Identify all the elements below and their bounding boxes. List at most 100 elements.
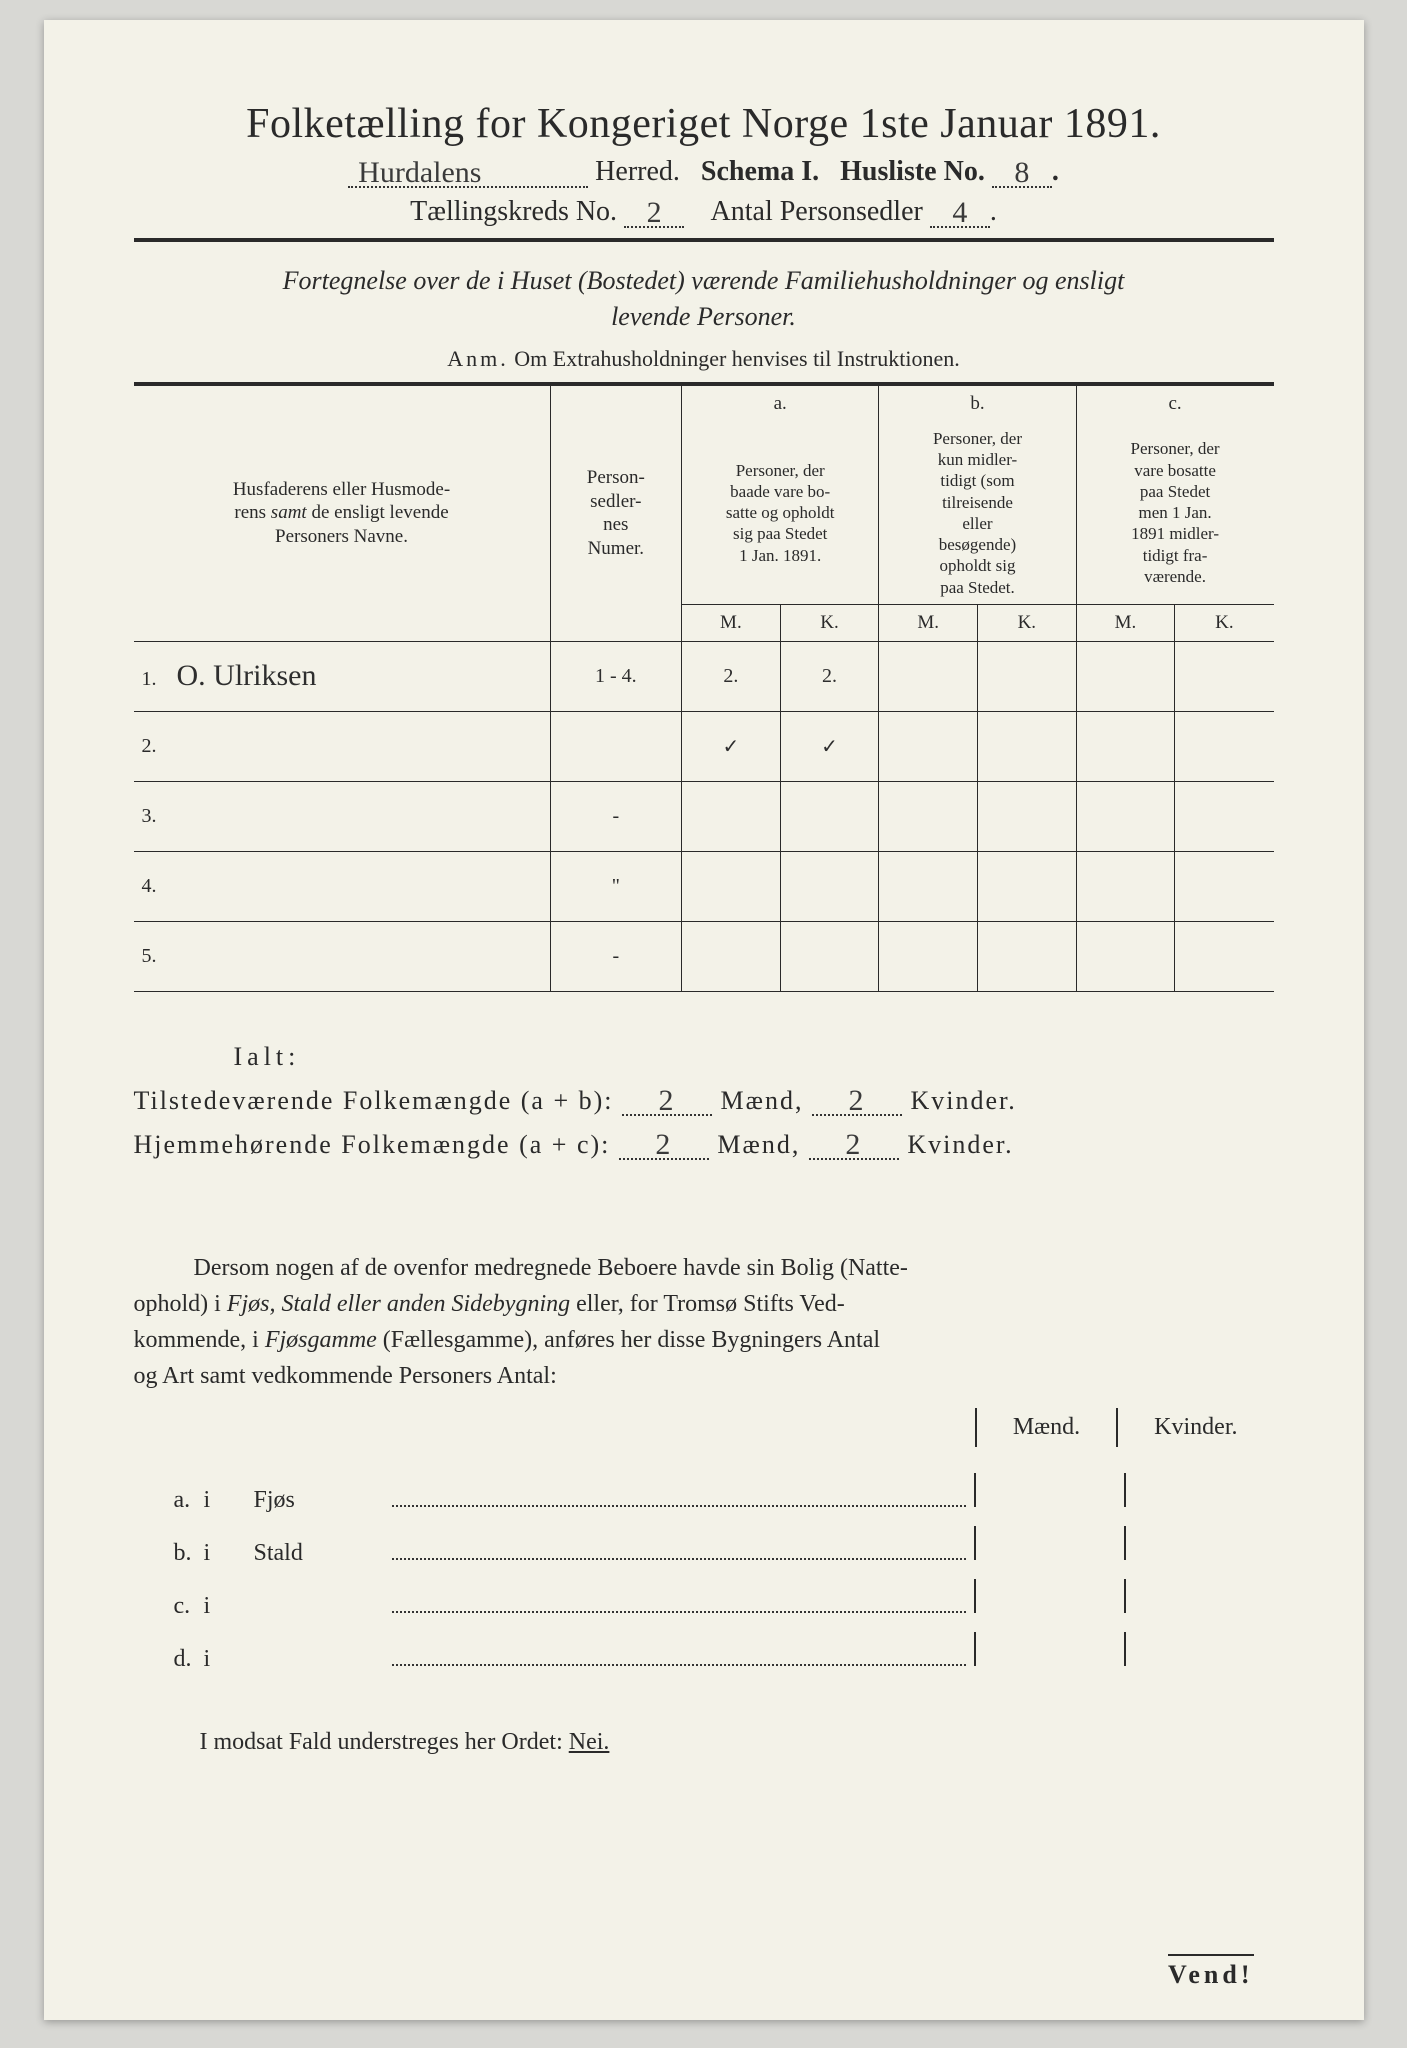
cell-cm (1076, 781, 1175, 851)
cell-ak: 2. (780, 641, 879, 711)
sum-line-ab: Tilstedeværende Folkemængde (a + b): 2 M… (134, 1086, 1274, 1116)
subtitle-line-2: levende Personer. (134, 302, 1274, 332)
kreds-value: 2 (624, 199, 684, 228)
cell-ak: ✓ (780, 711, 879, 781)
cell-bk (977, 641, 1076, 711)
cell-cm (1076, 851, 1175, 921)
lettered-k-cell (1124, 1632, 1274, 1666)
cell-num: - (550, 921, 682, 991)
cell-bk (977, 711, 1076, 781)
cell-cm (1076, 641, 1175, 711)
lettered-m-cell (974, 1526, 1124, 1560)
cell-ck (1175, 921, 1274, 991)
dotted-line (392, 1603, 966, 1613)
sum-ac-label: Hjemmehørende Folkemængde (a + c): (134, 1130, 611, 1159)
sum-ac-mw: Mænd, (717, 1130, 800, 1159)
sum-ab-k: 2 (812, 1087, 902, 1116)
cell-num: " (550, 851, 682, 921)
cell-bk (977, 851, 1076, 921)
thick-divider (134, 238, 1274, 242)
cell-bm (879, 851, 978, 921)
cell-ak (780, 851, 879, 921)
lettered-b: b. (134, 1540, 204, 1567)
sum-ab-kw: Kvinder. (910, 1086, 1016, 1115)
cell-bm (879, 921, 978, 991)
cell-ak (780, 781, 879, 851)
dotted-line (392, 1656, 966, 1666)
table-row: 1. O. Ulriksen 1 - 4. 2. 2. (134, 641, 1274, 711)
th-c-lbl: c. (1076, 385, 1273, 422)
cell-ck (1175, 641, 1274, 711)
cell-bm (879, 641, 978, 711)
kvinder-label: Kvinder. (1116, 1408, 1273, 1447)
lettered-m-cell (974, 1579, 1124, 1613)
th-names: Husfaderens eller Husmode-rens samt de e… (134, 385, 551, 641)
husliste-value: 8 (992, 159, 1052, 188)
antal-value: 4 (930, 199, 990, 228)
lettered-k-cell (1124, 1526, 1274, 1560)
cell-num (550, 711, 682, 781)
ialt-label: Ialt: (234, 1042, 1274, 1072)
cell-num: 1 - 4. (550, 641, 682, 711)
th-b-m: M. (879, 604, 978, 641)
lettered-c: c. (134, 1593, 204, 1620)
row-num: 3. (134, 781, 551, 851)
table-row: 2. ✓ ✓ (134, 711, 1274, 781)
lettered-row: c. i (134, 1573, 1274, 1626)
th-a-lbl: a. (682, 385, 879, 422)
husliste-label: Husliste No. (840, 156, 985, 187)
lettered-list: a. i Fjøs b. i Stald c. i d. i (134, 1467, 1274, 1679)
lettered-m-cell (974, 1473, 1124, 1507)
schema-label: Schema I. (701, 156, 819, 187)
cell-bm (879, 711, 978, 781)
maend-kvinder-header: Mænd. Kvinder. (134, 1408, 1274, 1447)
lettered-a: a. (134, 1487, 204, 1514)
th-c-m: M. (1076, 604, 1175, 641)
cell-ck (1175, 781, 1274, 851)
lettered-k-cell (1124, 1579, 1274, 1613)
lettered-type: Stald (254, 1540, 384, 1567)
herred-value: Hurdalens (348, 159, 588, 188)
cell-am: 2. (682, 641, 781, 711)
lettered-row: d. i (134, 1626, 1274, 1679)
header-line-2: Hurdalens Herred. Schema I. Husliste No.… (134, 156, 1274, 188)
household-table: Husfaderens eller Husmode-rens samt de e… (134, 384, 1274, 992)
cell-ak (780, 921, 879, 991)
lettered-i: i (204, 1646, 254, 1673)
row-num: 4. (134, 851, 551, 921)
anm-label: Anm. (447, 346, 509, 371)
th-a-m: M. (682, 604, 781, 641)
lettered-row: b. i Stald (134, 1520, 1274, 1573)
nei-line: I modsat Fald understreges her Ordet: Ne… (134, 1729, 1274, 1756)
table-row: 5. - (134, 921, 1274, 991)
anm-text: Om Extrahusholdninger henvises til Instr… (514, 346, 959, 371)
table-row: 3. - (134, 781, 1274, 851)
anm-line: Anm. Om Extrahusholdninger henvises til … (134, 346, 1274, 372)
th-c-k: K. (1175, 604, 1274, 641)
lettered-d: d. (134, 1646, 204, 1673)
cell-am: ✓ (682, 711, 781, 781)
lettered-m-cell (974, 1632, 1124, 1666)
th-b-lbl: b. (879, 385, 1076, 422)
sum-line-ac: Hjemmehørende Folkemængde (a + c): 2 Mæn… (134, 1130, 1274, 1160)
lettered-i: i (204, 1593, 254, 1620)
sum-ab-mw: Mænd, (721, 1086, 804, 1115)
sum-ab-m: 2 (622, 1087, 712, 1116)
th-b: Personer, derkun midler-tidigt (somtilre… (879, 422, 1076, 605)
kreds-label: Tællingskreds No. (410, 196, 617, 227)
row-num: 5. (134, 921, 551, 991)
maend-label: Mænd. (975, 1408, 1116, 1447)
sum-ac-m: 2 (619, 1131, 709, 1160)
cell-ck (1175, 851, 1274, 921)
row-name: O. Ulriksen (167, 659, 317, 692)
cell-am (682, 851, 781, 921)
antal-label: Antal Personsedler (711, 196, 923, 227)
header-line-3: Tællingskreds No. 2 Antal Personsedler 4… (134, 196, 1274, 228)
cell-bm (879, 781, 978, 851)
sum-ac-kw: Kvinder. (907, 1130, 1013, 1159)
cell-cm (1076, 711, 1175, 781)
table-body: 1. O. Ulriksen 1 - 4. 2. 2. 2. ✓ ✓ (134, 641, 1274, 991)
cell-num: - (550, 781, 682, 851)
th-b-k: K. (977, 604, 1076, 641)
herred-label: Herred. (595, 156, 680, 187)
